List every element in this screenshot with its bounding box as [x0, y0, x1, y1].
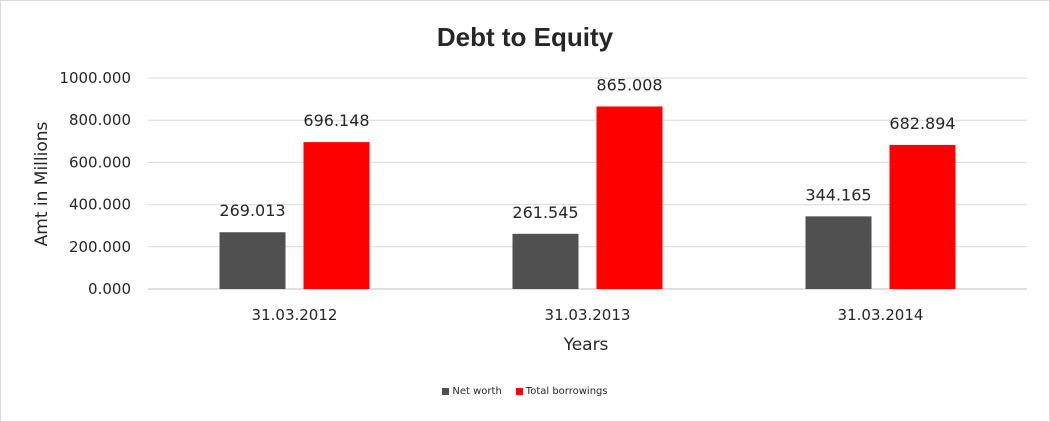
y-tick-label: 400.000: [69, 196, 131, 214]
bar-net-worth: [805, 216, 872, 289]
bars: [219, 106, 956, 290]
bar-net-worth: [219, 232, 286, 289]
x-axis-title: Years: [563, 335, 609, 355]
legend-item-net-worth: Net worth: [442, 386, 502, 397]
gridlines: [148, 77, 1027, 290]
x-tick-label: 31.03.2012: [252, 306, 338, 324]
y-tick-label: 1000.000: [59, 69, 131, 87]
y-axis-ticks: 0.000 200.000 400.000 600.000 800.000 1000.00…: [59, 69, 131, 298]
bar-net-worth: [512, 233, 579, 289]
bar-total-borrowings: [889, 144, 956, 289]
y-tick-label: 600.000: [69, 153, 131, 171]
legend-label-net-worth: Net worth: [452, 386, 502, 397]
data-label-total-borrowings: 682.894: [889, 114, 955, 133]
y-tick-label: 0.000: [88, 280, 131, 298]
data-label-net-worth: 344.165: [805, 185, 871, 204]
data-label-net-worth: 261.545: [512, 203, 578, 222]
bar-total-borrowings: [303, 142, 370, 289]
data-label-total-borrowings: 696.148: [303, 111, 369, 130]
chart-title: Debt to Equity: [437, 22, 614, 52]
x-axis-ticks: 31.03.2012 31.03.2013 31.03.2014: [252, 306, 924, 324]
y-axis-title: Amt in Millions: [32, 121, 52, 246]
y-tick-label: 800.000: [69, 111, 131, 129]
data-label-net-worth: 269.013: [219, 201, 285, 220]
legend-label-total-borrowings: Total borrowings: [525, 386, 608, 397]
bar-total-borrowings: [596, 106, 663, 290]
legend-swatch-total-borrowings: [515, 388, 523, 395]
x-tick-label: 31.03.2014: [838, 306, 924, 324]
legend-item-total-borrowings: Total borrowings: [515, 386, 608, 397]
data-label-total-borrowings: 865.008: [596, 75, 662, 94]
x-tick-label: 31.03.2013: [545, 306, 631, 324]
legend-swatch-net-worth: [442, 388, 450, 395]
y-tick-label: 200.000: [69, 238, 131, 256]
chart-legend: Net worth Total borrowings: [0, 386, 1050, 397]
data-labels: 269.013 696.148 261.545 865.008 344.165 682.8…: [219, 75, 955, 221]
